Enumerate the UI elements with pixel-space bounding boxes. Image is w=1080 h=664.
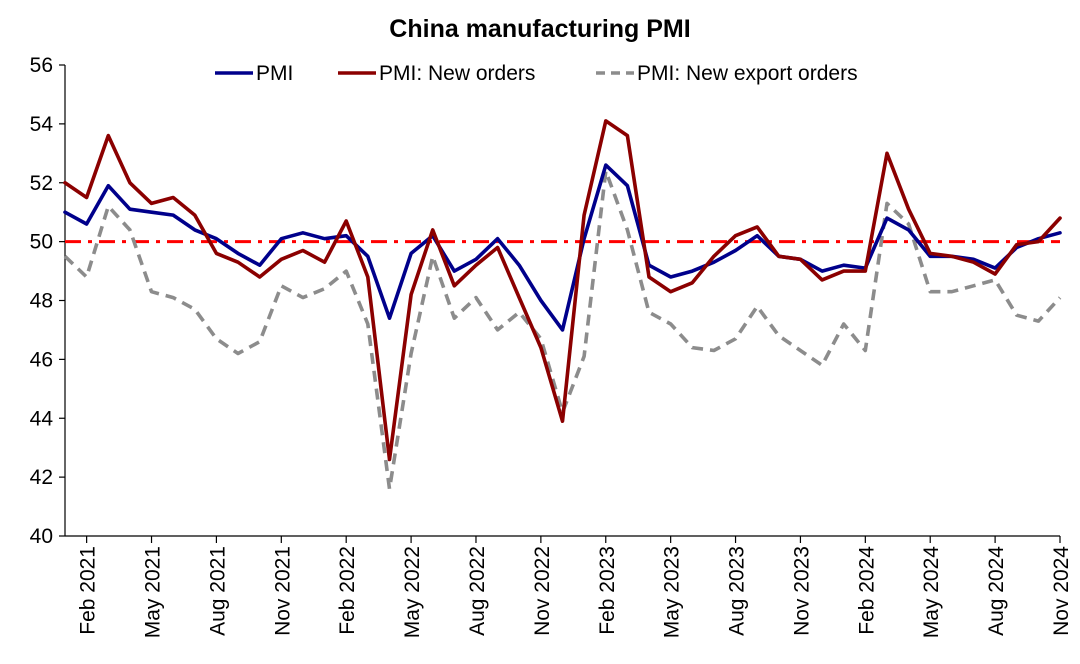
series-line-pmi-new-orders [63,119,1062,462]
x-tick-label: May 2023 [661,546,684,638]
y-tick-label: 46 [30,348,53,371]
x-tick-label: May 2021 [142,546,165,638]
x-tick-label: Aug 2021 [206,546,229,636]
x-tick-label: Feb 2022 [336,546,359,635]
x-tick-label: Nov 2022 [531,546,554,636]
legend-label: PMI: New export orders [637,62,858,85]
x-tick-label: Aug 2024 [985,546,1008,636]
y-tick-label: 54 [30,113,54,136]
series-group [63,119,1062,491]
y-tick-label: 52 [30,172,53,195]
x-tick-label: Aug 2022 [466,546,489,636]
x-tick-label: Nov 2021 [271,546,294,636]
x-tick-label: Aug 2023 [726,546,749,636]
x-tick-label: Feb 2024 [855,546,878,635]
legend: PMI PMI: New orders PMI: New export orders [215,62,858,85]
y-tick-label: 48 [30,290,53,313]
y-tick-label: 56 [30,54,53,77]
legend-label: PMI [256,62,293,85]
x-tick-label: Nov 2024 [1050,546,1073,636]
x-tick-label: Nov 2023 [790,546,813,636]
x-axis: Feb 2021 May 2021 Aug 2021 Nov 2021 Feb 2022… [65,535,1073,639]
x-tick-label: May 2024 [920,546,943,639]
x-tick-label: Feb 2023 [596,546,619,635]
chart-title: China manufacturing PMI [389,15,690,43]
y-tick-label: 40 [30,525,53,548]
y-tick-label: 44 [30,407,54,430]
y-tick-label: 42 [30,466,53,489]
legend-label: PMI: New orders [379,62,535,85]
y-axis: 40 42 44 46 48 50 52 54 56 [30,54,66,548]
x-tick-label: Feb 2021 [77,546,100,635]
y-tick-label: 50 [30,231,53,254]
series-line-pmi [63,163,1062,332]
x-tick-label: May 2022 [401,546,424,638]
